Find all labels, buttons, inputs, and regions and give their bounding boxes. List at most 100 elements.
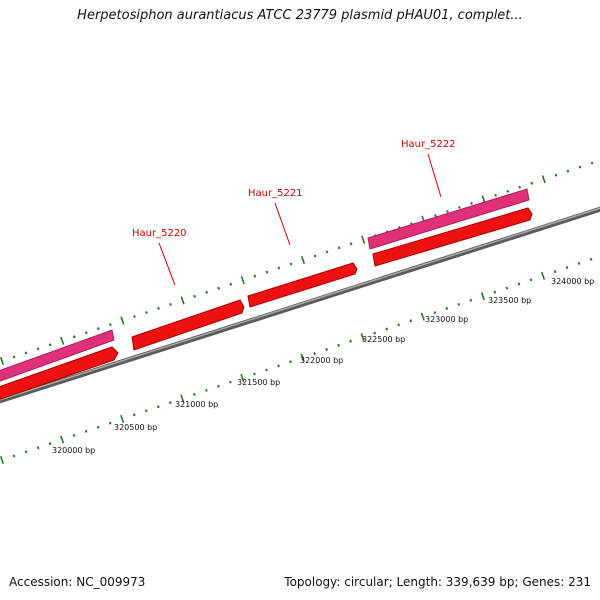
- minor-tick: [529, 278, 533, 282]
- minor-tick: [72, 335, 76, 339]
- minor-tick: [144, 409, 148, 413]
- minor-tick: [517, 282, 521, 286]
- forward-gene-left[interactable]: [0, 329, 115, 384]
- genome-backbone-highlight: [0, 207, 600, 401]
- reverse-gene-haur-5221[interactable]: [247, 262, 358, 308]
- minor-tick: [84, 429, 88, 433]
- minor-tick: [578, 165, 582, 169]
- gene-label-haur-5222[interactable]: Haur_5222: [401, 139, 456, 150]
- minor-tick: [96, 425, 100, 429]
- minor-tick: [337, 246, 341, 250]
- minor-tick: [108, 421, 112, 425]
- forward-gene-haur-5222[interactable]: [367, 188, 530, 250]
- major-tick: [240, 276, 245, 285]
- major-tick: [60, 336, 65, 345]
- major-tick: [420, 312, 425, 321]
- minor-tick: [193, 294, 196, 298]
- minor-tick: [253, 372, 256, 376]
- major-tick: [0, 356, 5, 366]
- minor-tick: [457, 302, 461, 306]
- major-tick: [300, 255, 306, 265]
- major-tick: [180, 394, 185, 403]
- minor-tick: [205, 290, 209, 294]
- minor-tick: [506, 189, 510, 193]
- minor-tick: [132, 413, 136, 417]
- minor-tick: [566, 169, 570, 173]
- reverse-gene-right[interactable]: [372, 207, 533, 267]
- major-tick: [120, 316, 125, 325]
- minor-tick: [168, 401, 172, 405]
- minor-tick: [434, 214, 437, 217]
- major-tick: [360, 333, 365, 342]
- accession-text: Accession: NC_009973: [9, 575, 146, 589]
- minor-tick: [589, 257, 593, 261]
- minor-tick: [36, 446, 40, 450]
- bp-label-324000: 324000 bp: [551, 277, 594, 286]
- minor-tick: [313, 352, 316, 356]
- minor-tick: [156, 405, 160, 409]
- major-tick: [540, 271, 546, 280]
- minor-tick: [325, 347, 328, 351]
- minor-tick: [96, 327, 100, 331]
- minor-tick: [505, 286, 509, 290]
- bp-label-322500: 322500 bp: [362, 335, 405, 344]
- bp-label-320500: 320500 bp: [114, 423, 157, 432]
- minor-tick: [458, 205, 461, 209]
- minor-tick: [253, 274, 257, 278]
- minor-tick: [289, 360, 292, 364]
- minor-tick: [373, 331, 377, 335]
- minor-tick: [36, 347, 40, 351]
- minor-tick: [277, 266, 281, 270]
- bp-label-323000: 323000 bp: [425, 315, 468, 324]
- minor-tick: [145, 311, 148, 315]
- gene-label-haur-5221[interactable]: Haur_5221: [248, 188, 303, 199]
- major-tick: [120, 415, 125, 424]
- genome-backbone: [0, 206, 600, 404]
- minor-tick: [24, 351, 28, 355]
- minor-tick: [109, 323, 112, 327]
- minor-tick: [577, 262, 581, 265]
- minor-tick: [229, 282, 233, 286]
- label-leader-haur-5220: [158, 242, 176, 286]
- minor-tick: [494, 193, 497, 197]
- minor-tick: [446, 210, 449, 213]
- label-leader-haur-5221: [274, 202, 291, 246]
- minor-tick: [337, 343, 340, 347]
- minor-tick: [493, 290, 497, 294]
- bp-label-322000: 322000 bp: [300, 356, 343, 365]
- minor-tick: [553, 270, 557, 274]
- minor-tick: [445, 307, 449, 310]
- minor-tick: [217, 384, 220, 388]
- major-tick: [480, 292, 485, 301]
- bp-label-321000: 321000 bp: [175, 400, 218, 409]
- minor-tick: [169, 303, 172, 306]
- minor-tick: [133, 315, 136, 318]
- reverse-gene-haur-5220[interactable]: [131, 299, 245, 351]
- major-tick: [361, 235, 366, 244]
- minor-tick: [469, 298, 473, 302]
- bp-label-321500: 321500 bp: [237, 378, 280, 387]
- outer-tick-track: [0, 161, 594, 366]
- reverse-gene-left[interactable]: [0, 346, 119, 402]
- bp-label-320000: 320000 bp: [52, 446, 95, 455]
- minor-tick: [205, 388, 208, 392]
- minor-tick: [518, 185, 522, 189]
- minor-tick: [433, 311, 437, 315]
- bp-label-323500: 323500 bp: [488, 296, 531, 305]
- minor-tick: [325, 250, 329, 254]
- minor-tick: [530, 181, 534, 185]
- minor-tick: [590, 161, 594, 165]
- map-title: Herpetosiphon aurantiacus ATCC 23779 pla…: [77, 8, 523, 23]
- gene-label-haur-5220[interactable]: Haur_5220: [132, 228, 187, 239]
- genome-summary-text: Topology: circular; Length: 339,639 bp; …: [284, 575, 591, 589]
- minor-tick: [72, 433, 76, 437]
- minor-tick: [409, 319, 413, 323]
- minor-tick: [217, 286, 221, 290]
- minor-tick: [84, 331, 88, 335]
- inner-tick-track: [0, 257, 593, 465]
- major-tick: [541, 175, 546, 184]
- minor-tick: [385, 327, 389, 331]
- minor-tick: [397, 323, 401, 327]
- minor-tick: [313, 254, 317, 258]
- major-tick: [300, 353, 305, 362]
